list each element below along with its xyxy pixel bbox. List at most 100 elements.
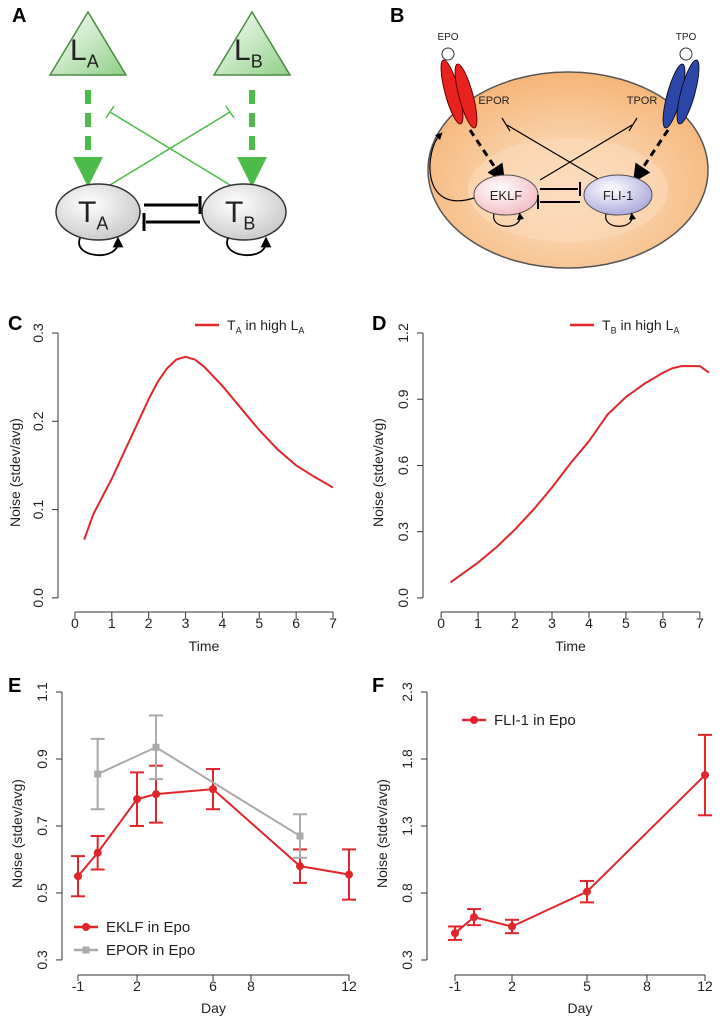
self-loop (605, 212, 637, 227)
x-tick-label: 6 (209, 978, 217, 994)
y-tick-label: 0.6 (395, 455, 411, 475)
text-part: T (225, 196, 243, 229)
diagram-b: EPO TPO EPOR TPOR EKLF FLI-1 (427, 32, 709, 269)
feedback-arrow (429, 132, 475, 202)
x-tick-label: 1 (474, 615, 482, 631)
receptor-label: TPOR (627, 95, 658, 107)
target-node (55, 183, 141, 241)
y-tick-label: 0.3 (34, 950, 50, 970)
text-part: L (234, 34, 251, 67)
inhibition-bar (225, 105, 235, 119)
panel-label: B (390, 5, 404, 27)
y-tick-label: 1.3 (399, 816, 415, 836)
legend-label: FLI-1 in Epo (494, 712, 576, 729)
x-tick-label: 7 (329, 615, 337, 631)
self-loop (226, 236, 272, 256)
point (296, 832, 304, 840)
series-line (449, 365, 710, 584)
y-tick-label: 1.2 (395, 323, 411, 343)
text-part: in high L (242, 317, 299, 333)
x-tick-label: 5 (622, 615, 630, 631)
y-axis-title: Noise (stdev/avg) (374, 779, 390, 888)
inhibition-bar (501, 117, 511, 132)
x-tick-label: 8 (643, 978, 651, 994)
text-part: T (227, 317, 236, 333)
subscript: A (87, 52, 99, 72)
receptor-label: EPOR (478, 95, 509, 107)
x-tick-label: 6 (659, 615, 667, 631)
chart: 0.3 0.5 0.7 0.9 1.1 Noise (stdev/avg) -1 2 6 8 12 D… (9, 682, 357, 1016)
panel-label: A (12, 5, 26, 27)
legend-marker (82, 946, 90, 954)
y-tick-label: 0.3 (395, 522, 411, 542)
ligand-label: EPO (437, 32, 458, 43)
panel-label: D (372, 313, 386, 335)
x-axis-title: Time (189, 638, 220, 654)
receptor (454, 63, 478, 129)
y-tick-label: 1.1 (34, 682, 50, 702)
ligand-label: LA (70, 34, 99, 72)
ligand-triangle (212, 10, 292, 76)
point (93, 848, 102, 857)
legend-label: TA in high LA (227, 317, 304, 336)
y-tick-label: 1.8 (399, 749, 415, 769)
y-tick-label: 0.5 (34, 883, 50, 903)
subscript: A (298, 326, 304, 336)
subscript: B (243, 214, 255, 234)
activation-arrow (633, 129, 670, 183)
inhibition-bar (628, 117, 638, 132)
receptor (676, 59, 700, 125)
subscript: B (251, 52, 263, 72)
x-tick-label: 12 (697, 978, 713, 994)
point (701, 771, 709, 780)
y-tick-label: 0.7 (34, 816, 50, 836)
point (296, 862, 304, 871)
y-tick-label: 2.3 (399, 682, 415, 702)
x-axis-title: Time (555, 638, 586, 654)
y-axis-title: Noise (stdev/avg) (370, 418, 386, 527)
panel-label: C (8, 313, 22, 335)
x-tick-label: 5 (255, 615, 263, 631)
subscript: B (611, 326, 617, 336)
x-tick-label: 0 (71, 615, 79, 631)
subscript: A (236, 326, 242, 336)
legend-label: EPOR in Epo (106, 942, 195, 959)
diagram-a: LA LB TA TB (48, 10, 292, 256)
panel-label: E (8, 675, 21, 697)
activation-arrow (468, 129, 505, 183)
x-tick-label: 2 (133, 978, 141, 994)
text-part: T (602, 317, 611, 333)
x-tick-label: -1 (449, 978, 462, 994)
point (470, 913, 478, 922)
subscript: A (673, 326, 679, 336)
chart: 0.0 0.3 0.6 0.9 1.2 Noise (stdev/avg) 0 1 2 3 4 5 6 7… (370, 317, 710, 654)
point (152, 790, 160, 799)
legend-label: EKLF in Epo (106, 919, 190, 936)
chart: 0.3 0.8 1.3 1.8 2.3 Noise (stdev/avg) -1 2 5 8 12 D… (374, 682, 713, 1016)
point (133, 795, 141, 804)
target-label: TA (78, 196, 108, 234)
point (508, 922, 516, 931)
x-tick-label: 3 (548, 615, 556, 631)
x-tick-label: 4 (219, 615, 227, 631)
x-tick-label: 12 (341, 978, 357, 994)
inhibition-line (506, 124, 601, 181)
x-tick-label: 2 (145, 615, 153, 631)
point (152, 743, 160, 751)
y-tick-label: 0.2 (30, 411, 46, 431)
factor-label: FLI-1 (603, 188, 633, 203)
point (345, 870, 353, 879)
target-node (201, 183, 287, 241)
panel-label: F (372, 675, 384, 697)
y-tick-label: 0.9 (34, 749, 50, 769)
point (74, 872, 82, 881)
factor-label: EKLF (490, 188, 523, 203)
ligand (679, 47, 693, 61)
x-tick-label: 6 (292, 615, 300, 631)
text-part: L (70, 34, 87, 67)
x-tick-label: 5 (583, 978, 591, 994)
y-tick-label: 0.3 (399, 950, 415, 970)
x-tick-label: 7 (696, 615, 704, 631)
text-part: T (78, 196, 96, 229)
